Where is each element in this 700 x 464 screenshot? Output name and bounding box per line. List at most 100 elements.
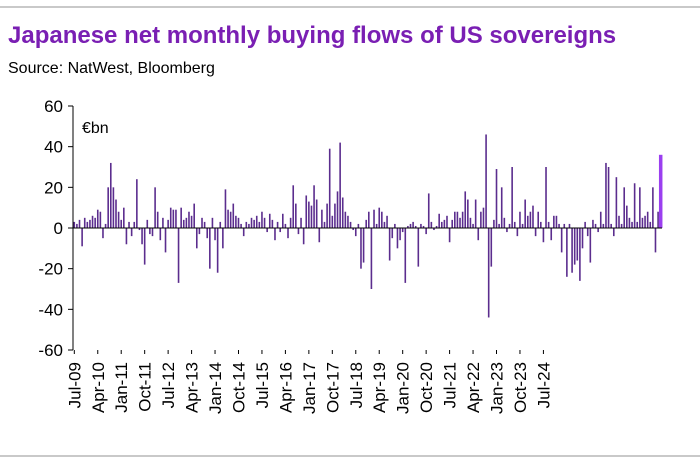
y-tick-label: -40 [38,300,63,319]
bar [511,167,513,228]
bar [86,221,89,228]
bar [250,217,253,228]
bar [78,219,81,228]
bar [581,228,584,249]
bar [566,228,568,277]
bar [313,185,315,228]
bar [584,221,586,228]
bar [615,177,618,228]
x-tick-label: Jan-23 [488,362,507,414]
bar [167,219,169,228]
bar [430,221,433,228]
chart-title: Japanese net monthly buying flows of US … [8,22,617,49]
bar [295,203,297,228]
bar [610,223,612,228]
bar [626,205,628,228]
bar [477,228,480,241]
bar [365,219,367,228]
x-tick-label: Oct-20 [417,362,436,413]
bar [328,148,331,228]
bar [446,215,448,228]
bar [568,223,571,228]
bar [169,207,172,228]
x-tick-label: Apr-19 [370,362,389,413]
bar [592,219,594,228]
bar [644,215,646,228]
x-tick-label: Oct-23 [511,362,530,413]
x-tick-label: Jul-12 [159,362,178,408]
bar [443,219,446,228]
bar [467,199,469,228]
bar [318,228,321,243]
bar [573,228,576,265]
x-tick-label: Apr-10 [89,362,108,413]
bar [503,217,506,228]
bar [206,228,209,239]
bar [182,219,185,228]
bar [321,209,323,228]
y-tick-label: -20 [38,260,63,279]
bottom-rule [0,455,700,457]
bar [203,221,206,228]
x-tick-label: Oct-17 [323,362,342,413]
bar [451,219,453,228]
bar [190,215,193,228]
bar [399,228,401,241]
bar [658,154,663,228]
bar [326,203,328,228]
x-tick-label: Jul-15 [253,362,272,408]
bar [172,209,175,228]
bar [352,228,354,231]
bar [646,211,649,228]
x-tick-label: Jul-24 [534,362,553,408]
bar [102,228,104,239]
bar [284,223,287,228]
bar [198,228,201,235]
bar [164,228,167,253]
bar [469,217,472,228]
bar [576,228,579,261]
bar [188,211,190,228]
bar [526,215,529,228]
bar [448,228,451,243]
bar [459,217,461,228]
x-tick-label: Apr-16 [276,362,295,413]
bar [287,228,289,239]
bar [454,211,456,228]
bar [563,223,566,228]
bar [571,228,573,273]
bar [599,211,602,228]
x-tick-label: Jul-21 [441,362,460,408]
bar [177,228,180,283]
bar [519,211,521,228]
bar [344,211,347,228]
bar [81,228,83,247]
bar [99,211,102,228]
bar [508,223,511,228]
y-tick-label: 0 [54,219,63,238]
bar [383,221,386,228]
bar [193,203,195,228]
bar [657,211,659,228]
bar [248,223,250,228]
bar [553,215,555,228]
bar [532,205,534,228]
x-tick-label: Jul-18 [347,362,366,408]
bar [354,228,357,237]
chart-source: Source: NatWest, Bloomberg [8,60,215,77]
bar [435,225,438,228]
bar [401,228,404,233]
bar [195,228,198,249]
x-tick-label: Jan-14 [206,362,225,414]
bar [242,228,245,237]
bar [279,228,281,233]
bar [138,228,141,231]
bar [639,187,641,228]
y-tick-label: 60 [44,97,63,116]
bar [263,217,266,228]
x-axis: Jul-09 Apr-10 Jan-11 Oct-11 Jul-12 Apr-13 Jan-… [65,227,662,414]
x-tick-label: Jul-09 [65,362,84,408]
bar [94,217,96,228]
bar [232,203,235,228]
bar [542,228,545,243]
